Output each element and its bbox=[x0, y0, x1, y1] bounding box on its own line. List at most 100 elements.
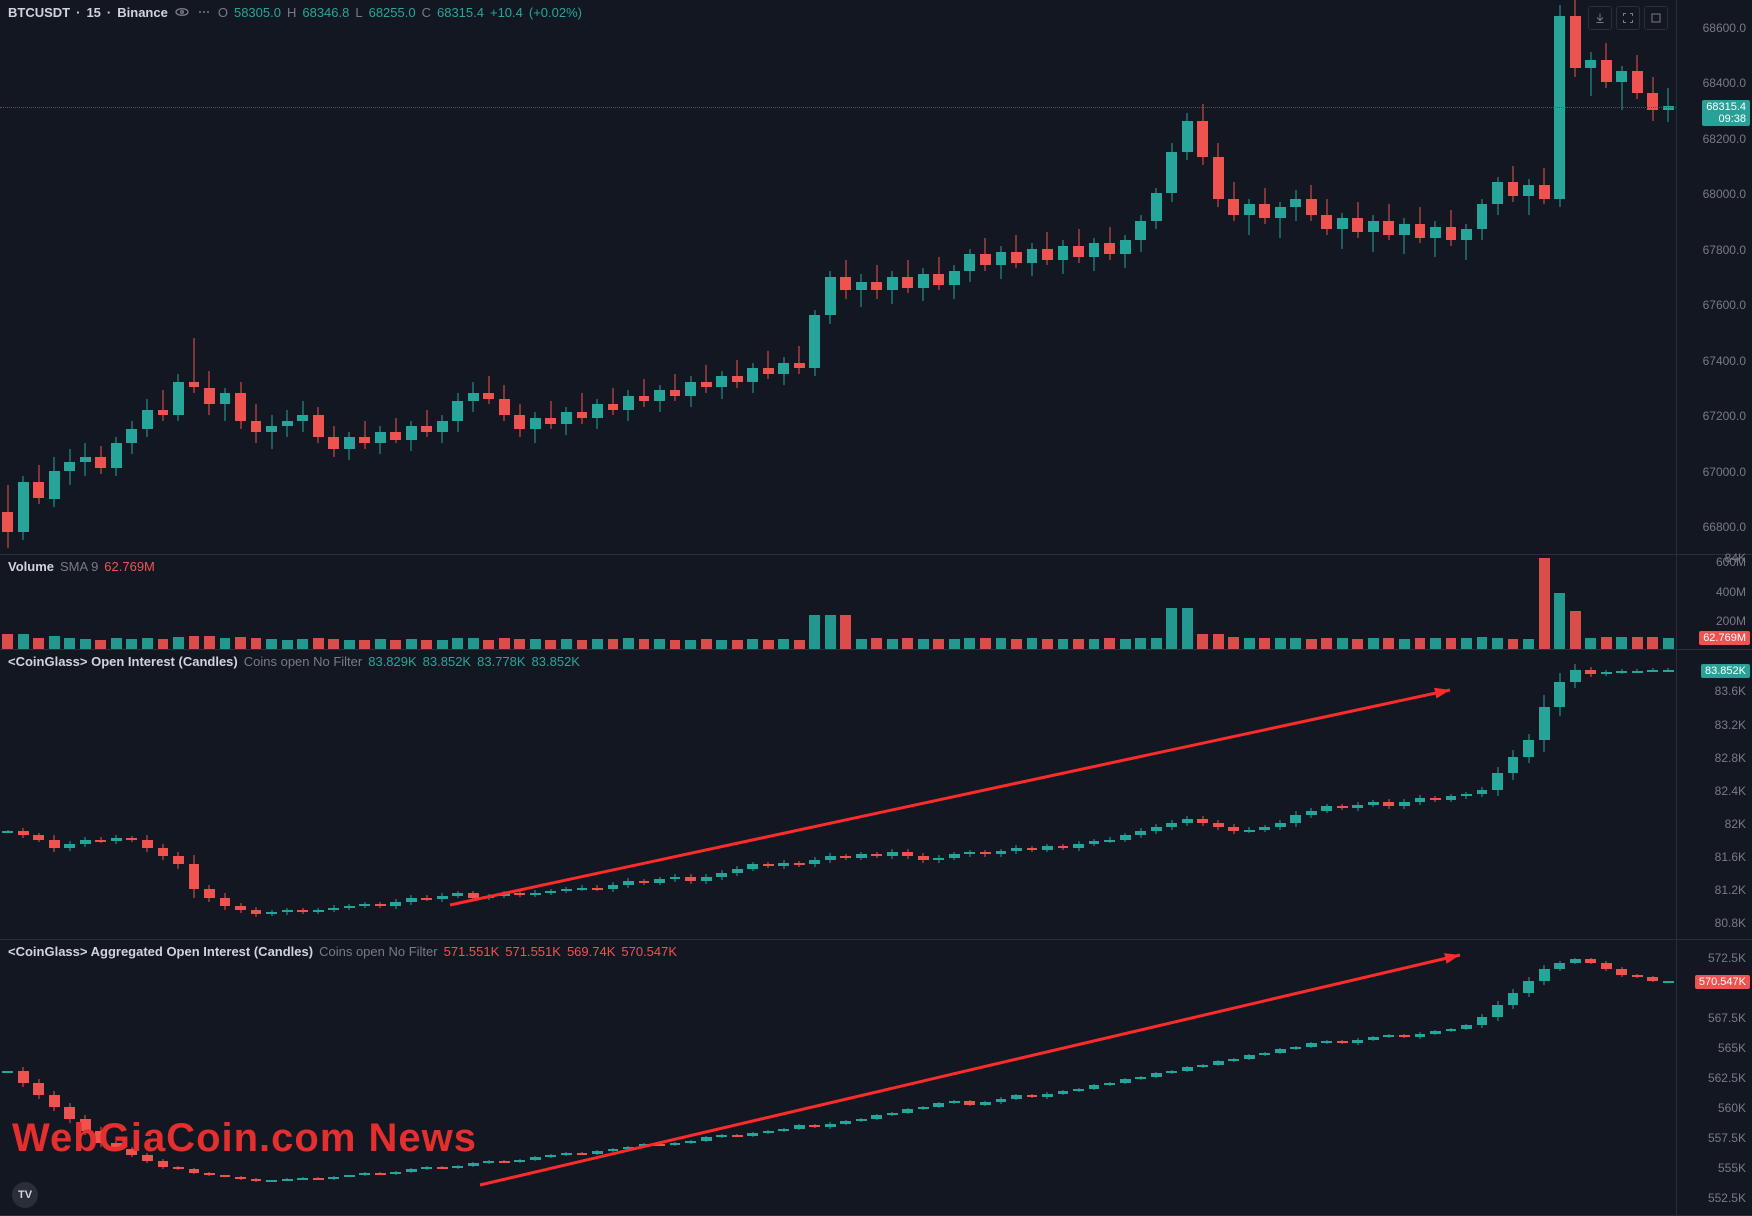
aggregated-oi-panel[interactable]: <CoinGlass> Aggregated Open Interest (Ca… bbox=[0, 940, 1752, 1216]
candle bbox=[1601, 0, 1612, 554]
axis-tick: 68000.0 bbox=[1703, 187, 1746, 201]
volume-bar bbox=[1430, 638, 1441, 649]
price-chart-area[interactable] bbox=[0, 0, 1676, 554]
volume-bar bbox=[856, 639, 867, 649]
oi-candle bbox=[375, 649, 386, 939]
oi-header: <CoinGlass> Open Interest (Candles) Coin… bbox=[8, 654, 580, 669]
candle bbox=[1321, 0, 1332, 554]
volume-axis[interactable]: 200M400M600M84K62.769M bbox=[1676, 555, 1752, 649]
volume-bar bbox=[1539, 558, 1550, 649]
oi-candle bbox=[80, 939, 91, 1215]
volume-bar bbox=[1073, 639, 1084, 649]
candle bbox=[1166, 0, 1177, 554]
oi-candle bbox=[1259, 649, 1270, 939]
oi-candle bbox=[670, 939, 681, 1215]
oi-candle bbox=[189, 649, 200, 939]
volume-bar bbox=[685, 640, 696, 649]
exchange[interactable]: Binance bbox=[117, 5, 168, 20]
oi-candle bbox=[235, 939, 246, 1215]
axis-tick: 67600.0 bbox=[1703, 298, 1746, 312]
open-interest-panel[interactable]: <CoinGlass> Open Interest (Candles) Coin… bbox=[0, 650, 1752, 940]
candle bbox=[514, 0, 525, 554]
oi-candle bbox=[1492, 649, 1503, 939]
candle bbox=[452, 0, 463, 554]
oi-candle bbox=[561, 939, 572, 1215]
volume-bar bbox=[1135, 638, 1146, 649]
candle bbox=[204, 0, 215, 554]
more-icon[interactable] bbox=[196, 4, 212, 20]
price-axis[interactable]: 66800.067000.067200.067400.067600.067800… bbox=[1676, 0, 1752, 554]
download-icon[interactable] bbox=[1588, 6, 1612, 30]
agg-oi-chart-area[interactable] bbox=[0, 940, 1676, 1215]
candle bbox=[825, 0, 836, 554]
oi-candle bbox=[747, 649, 758, 939]
symbol[interactable]: BTCUSDT bbox=[8, 5, 70, 20]
volume-bar bbox=[1632, 637, 1643, 649]
volume-bar bbox=[1663, 638, 1674, 649]
volume-bar bbox=[1399, 639, 1410, 649]
candle bbox=[732, 0, 743, 554]
oi-candle bbox=[1368, 939, 1379, 1215]
volume-bar bbox=[949, 639, 960, 649]
oi-candle bbox=[716, 649, 727, 939]
volume-bar bbox=[1570, 611, 1581, 649]
candle bbox=[561, 0, 572, 554]
volume-bar bbox=[452, 638, 463, 649]
candle bbox=[871, 0, 882, 554]
candle bbox=[1446, 0, 1457, 554]
oi-candle bbox=[1554, 939, 1565, 1215]
axis-tick: 81.2K bbox=[1715, 883, 1746, 897]
oi-candle bbox=[1259, 939, 1270, 1215]
candle bbox=[483, 0, 494, 554]
oi-chart-area[interactable] bbox=[0, 650, 1676, 939]
candle bbox=[545, 0, 556, 554]
oi-candle bbox=[49, 939, 60, 1215]
volume-bar bbox=[1089, 639, 1100, 649]
volume-bar bbox=[825, 615, 836, 649]
oi-candle bbox=[964, 649, 975, 939]
candle bbox=[1259, 0, 1270, 554]
oi-candle bbox=[1011, 649, 1022, 939]
volume-bar bbox=[778, 639, 789, 649]
price-chart-panel[interactable]: BTCUSDT · 15 · Binance O58305.0 H68346.8… bbox=[0, 0, 1752, 555]
oi-candle bbox=[1399, 939, 1410, 1215]
volume-chart-area[interactable] bbox=[0, 555, 1676, 649]
oi-candle bbox=[1477, 649, 1488, 939]
candle bbox=[1461, 0, 1472, 554]
candle bbox=[33, 0, 44, 554]
oi-candle bbox=[825, 649, 836, 939]
oi-candle bbox=[64, 649, 75, 939]
oi-candle bbox=[344, 649, 355, 939]
volume-bar bbox=[1616, 637, 1627, 649]
candle bbox=[608, 0, 619, 554]
oi-candle bbox=[871, 649, 882, 939]
volume-panel[interactable]: Volume SMA 9 62.769M 200M400M600M84K62.7… bbox=[0, 555, 1752, 650]
candle bbox=[902, 0, 913, 554]
oi-candle bbox=[1073, 649, 1084, 939]
oi-axis[interactable]: 80.8K81.2K81.6K82K82.4K82.8K83.2K83.6K83… bbox=[1676, 650, 1752, 939]
agg-oi-axis[interactable]: 552.5K555K557.5K560K562.5K565K567.5K572.… bbox=[1676, 940, 1752, 1215]
volume-bar bbox=[406, 639, 417, 649]
candle bbox=[297, 0, 308, 554]
candle bbox=[996, 0, 1007, 554]
candle bbox=[949, 0, 960, 554]
volume-bar bbox=[251, 638, 262, 649]
oi-candle bbox=[887, 649, 898, 939]
axis-tick: 84K bbox=[1725, 551, 1746, 565]
oi-candle bbox=[763, 939, 774, 1215]
candle bbox=[406, 0, 417, 554]
candle bbox=[1523, 0, 1534, 554]
maximize-icon[interactable] bbox=[1616, 6, 1640, 30]
volume-bar bbox=[204, 636, 215, 649]
candle bbox=[282, 0, 293, 554]
tradingview-logo-icon[interactable]: TV bbox=[12, 1182, 38, 1208]
fullscreen-icon[interactable] bbox=[1644, 6, 1668, 30]
oi-candle bbox=[235, 649, 246, 939]
interval[interactable]: 15 bbox=[86, 5, 100, 20]
volume-bar bbox=[80, 639, 91, 649]
oi-candle bbox=[996, 649, 1007, 939]
visibility-icon[interactable] bbox=[174, 4, 190, 20]
candle bbox=[95, 0, 106, 554]
volume-bar bbox=[840, 615, 851, 649]
oi-candle bbox=[1415, 649, 1426, 939]
